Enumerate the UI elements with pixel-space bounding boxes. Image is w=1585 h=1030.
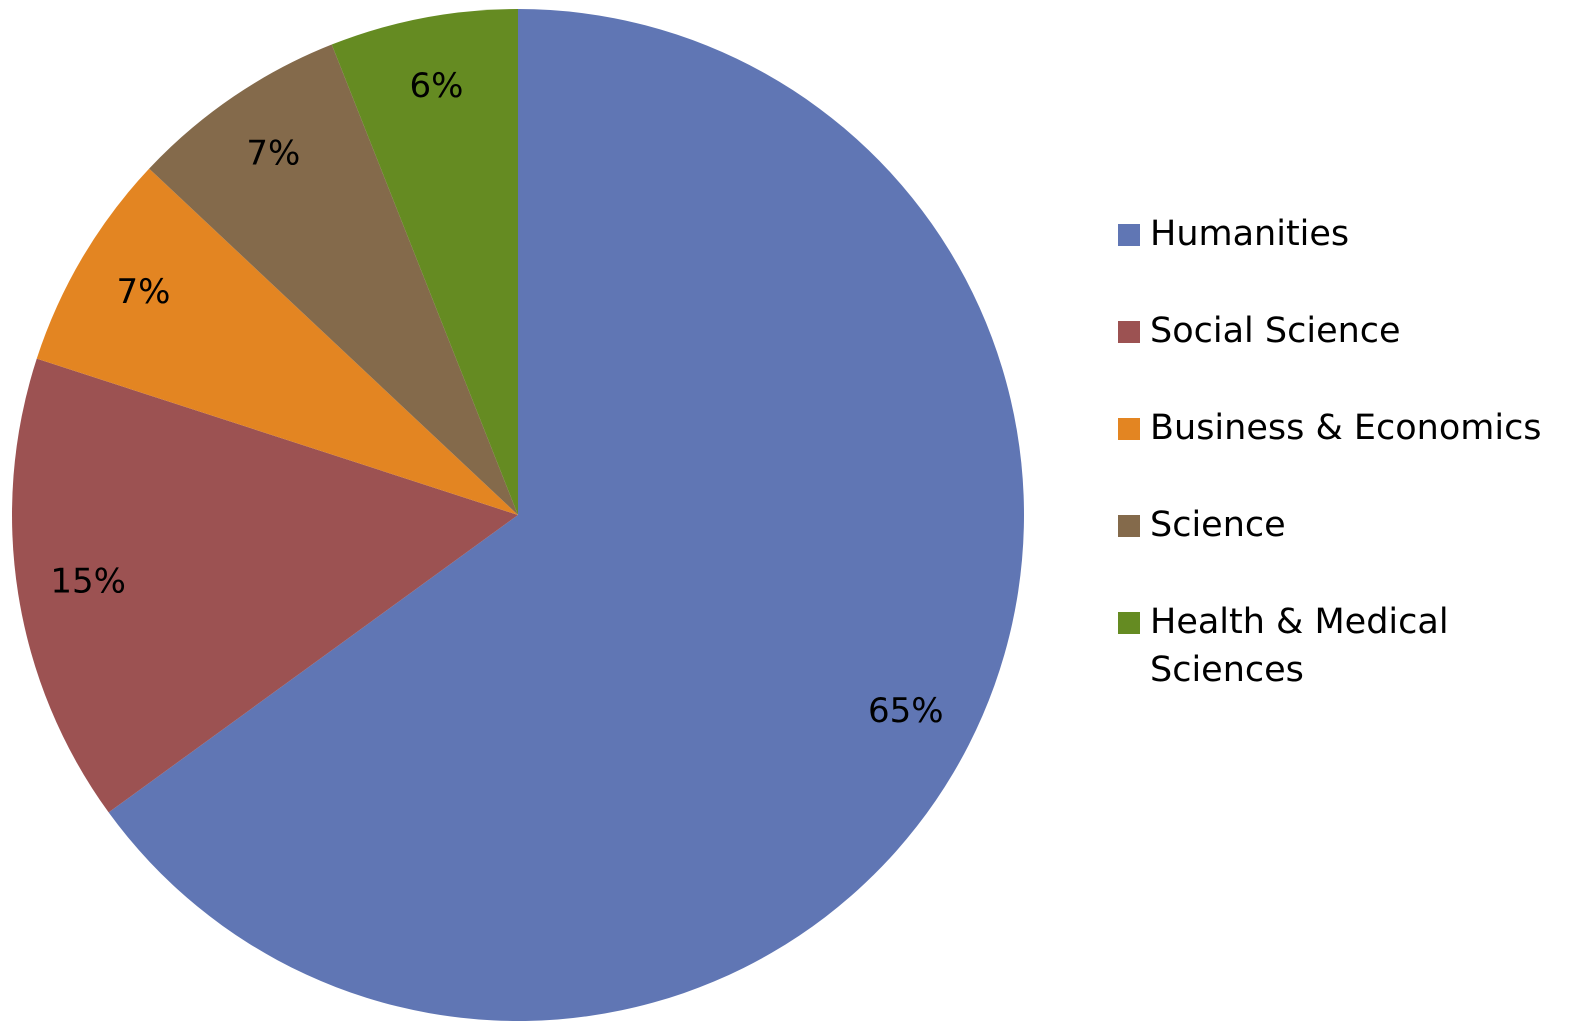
data-label: 65% — [868, 691, 944, 731]
legend-item: Social Science — [1118, 307, 1578, 355]
data-label: 15% — [50, 562, 126, 602]
pie-slice — [331, 9, 518, 515]
pie-slice — [12, 358, 519, 813]
legend-swatch — [1118, 612, 1140, 634]
pie-slice — [108, 9, 1025, 1022]
legend-swatch — [1118, 321, 1140, 343]
legend-label: Humanities — [1150, 214, 1350, 254]
legend-label: Science — [1150, 505, 1286, 545]
data-label: 7% — [246, 134, 300, 174]
data-label: 6% — [409, 66, 463, 106]
legend-label: Social Science — [1150, 311, 1401, 351]
legend-swatch — [1118, 418, 1140, 440]
legend-item: Humanities — [1118, 210, 1578, 258]
legend-label: Business & Economics — [1150, 408, 1542, 448]
pie-chart: 65% 15% 7% 7% 6% — [12, 9, 1025, 1022]
pie-slice — [149, 44, 518, 516]
legend: Humanities Social Science Business & Econo… — [1118, 210, 1578, 743]
legend-item: Business & Economics — [1118, 404, 1578, 452]
legend-swatch — [1118, 224, 1140, 246]
data-label: 7% — [116, 272, 170, 312]
pie-slice — [36, 168, 518, 515]
legend-item: Health & Medical Sciences — [1118, 598, 1578, 694]
legend-label: Health & Medical Sciences — [1150, 602, 1449, 690]
legend-item: Science — [1118, 501, 1578, 549]
legend-swatch — [1118, 515, 1140, 537]
